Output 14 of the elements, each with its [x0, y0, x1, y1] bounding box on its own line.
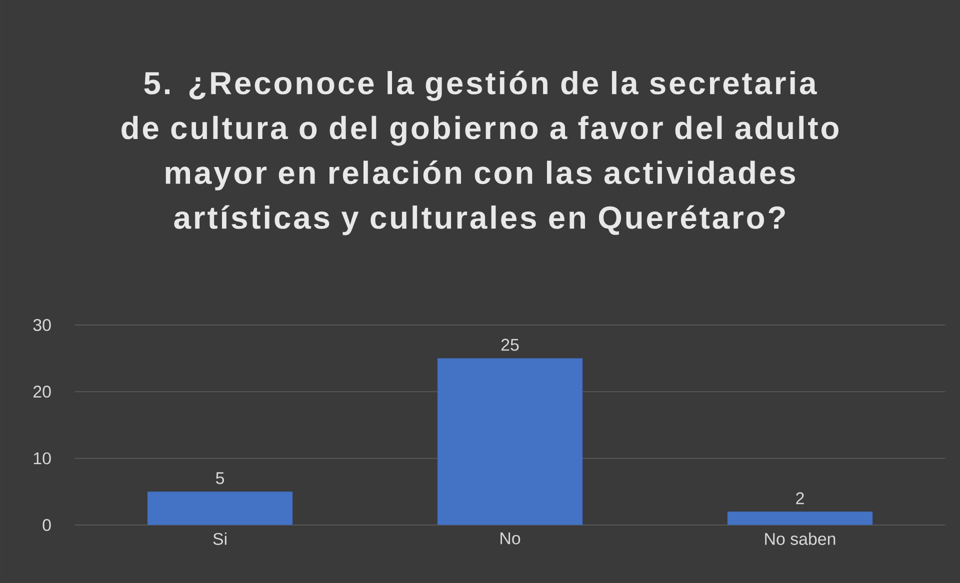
bar	[437, 358, 583, 525]
y-tick-label: 10	[34, 452, 51, 464]
bar	[727, 511, 873, 525]
data-label: 25	[501, 338, 519, 351]
chart-title: 5. ¿Reconoce la gestión de la secretaria de cultura o del gobierno a favor del adulto mayor en relación con las actividades artísticas y culturales en Querétaro?	[122, 70, 838, 236]
data-label: 5	[216, 472, 224, 484]
y-tick-label: 0	[42, 518, 51, 531]
y-tick-label: 20	[34, 386, 51, 398]
x-tick-label: No saben	[765, 532, 836, 545]
data-label: 2	[796, 492, 804, 504]
bar	[147, 491, 293, 525]
x-tick-label: Si	[213, 532, 226, 545]
x-tick-label: No	[500, 532, 520, 544]
y-tick-label: 30	[33, 318, 51, 331]
